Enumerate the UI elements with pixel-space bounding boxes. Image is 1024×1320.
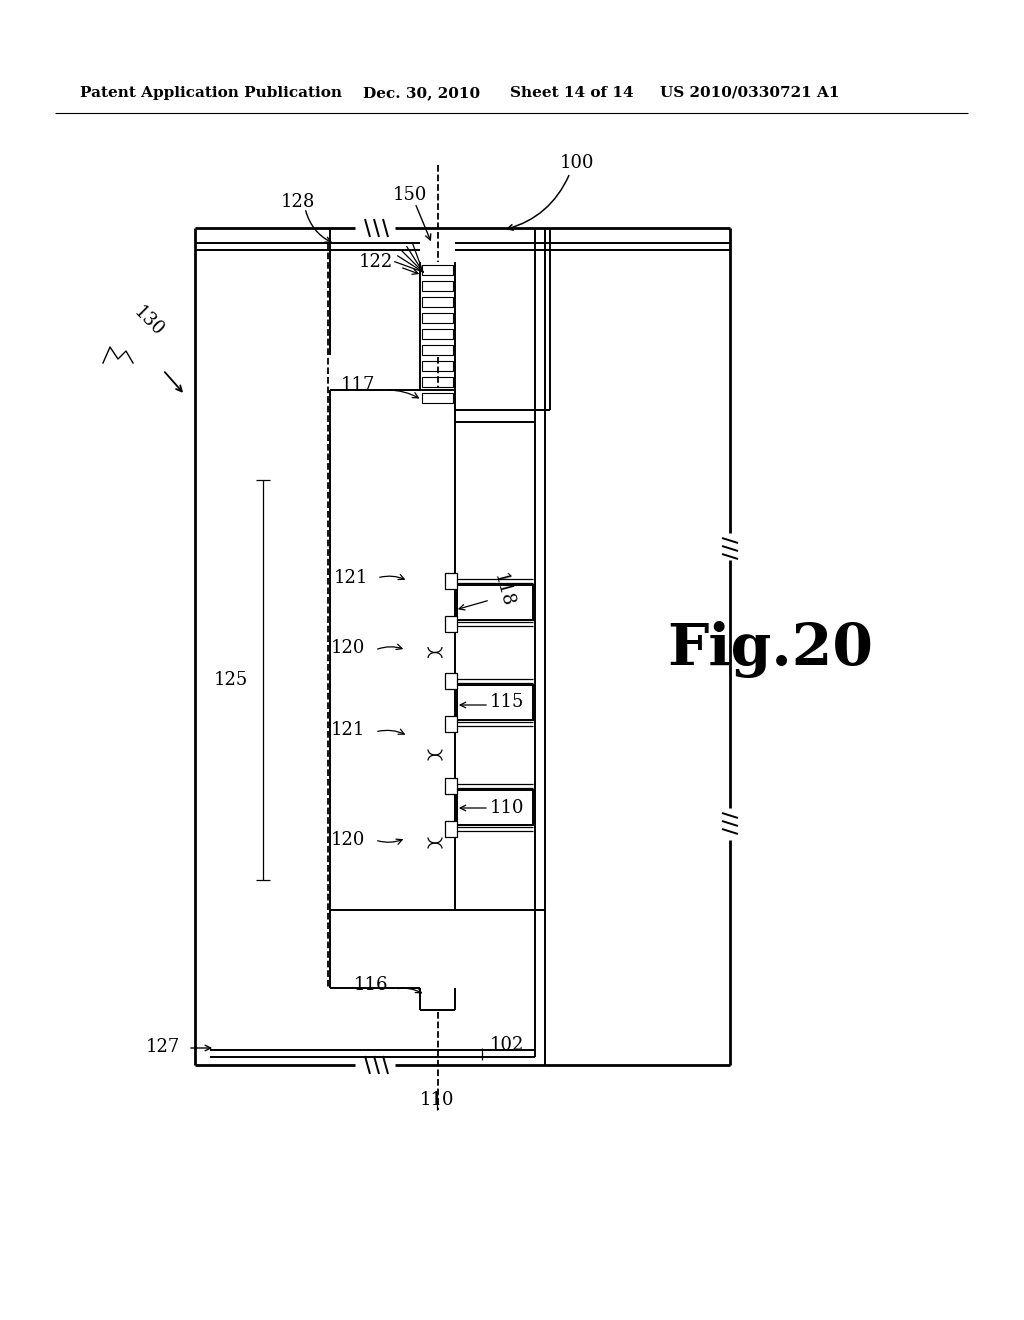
Text: 116: 116 bbox=[353, 975, 388, 994]
Text: 128: 128 bbox=[281, 193, 315, 211]
Text: 110: 110 bbox=[490, 799, 524, 817]
Bar bbox=[422, 281, 453, 290]
Bar bbox=[422, 297, 453, 308]
Bar bbox=[445, 715, 457, 733]
Text: 110: 110 bbox=[420, 1092, 455, 1109]
Text: 127: 127 bbox=[145, 1038, 180, 1056]
Bar bbox=[422, 345, 453, 355]
Bar bbox=[457, 685, 534, 719]
Text: 121: 121 bbox=[334, 569, 368, 587]
Bar bbox=[445, 777, 457, 795]
Bar bbox=[422, 378, 453, 387]
Bar bbox=[422, 265, 453, 275]
Bar bbox=[445, 616, 457, 632]
Text: 102: 102 bbox=[490, 1036, 524, 1053]
Text: 120: 120 bbox=[331, 639, 365, 657]
Bar bbox=[422, 313, 453, 323]
Bar bbox=[422, 360, 453, 371]
Text: 117: 117 bbox=[341, 376, 375, 393]
Text: Sheet 14 of 14: Sheet 14 of 14 bbox=[510, 86, 634, 100]
Text: Fig.20: Fig.20 bbox=[667, 622, 873, 678]
Bar bbox=[445, 673, 457, 689]
Text: 100: 100 bbox=[560, 154, 595, 172]
Text: 122: 122 bbox=[358, 253, 393, 271]
Text: Patent Application Publication: Patent Application Publication bbox=[80, 86, 342, 100]
Bar bbox=[422, 393, 453, 403]
Text: 118: 118 bbox=[490, 572, 516, 609]
Text: US 2010/0330721 A1: US 2010/0330721 A1 bbox=[660, 86, 840, 100]
Text: 120: 120 bbox=[331, 832, 365, 849]
Bar bbox=[457, 585, 534, 620]
Bar bbox=[457, 789, 534, 825]
Bar bbox=[445, 821, 457, 837]
Bar bbox=[445, 573, 457, 589]
Text: 121: 121 bbox=[331, 721, 365, 739]
Text: 115: 115 bbox=[490, 693, 524, 711]
Text: 130: 130 bbox=[129, 304, 167, 341]
Text: 125: 125 bbox=[214, 671, 248, 689]
Bar bbox=[422, 329, 453, 339]
Text: 150: 150 bbox=[393, 186, 427, 205]
Text: Dec. 30, 2010: Dec. 30, 2010 bbox=[362, 86, 480, 100]
